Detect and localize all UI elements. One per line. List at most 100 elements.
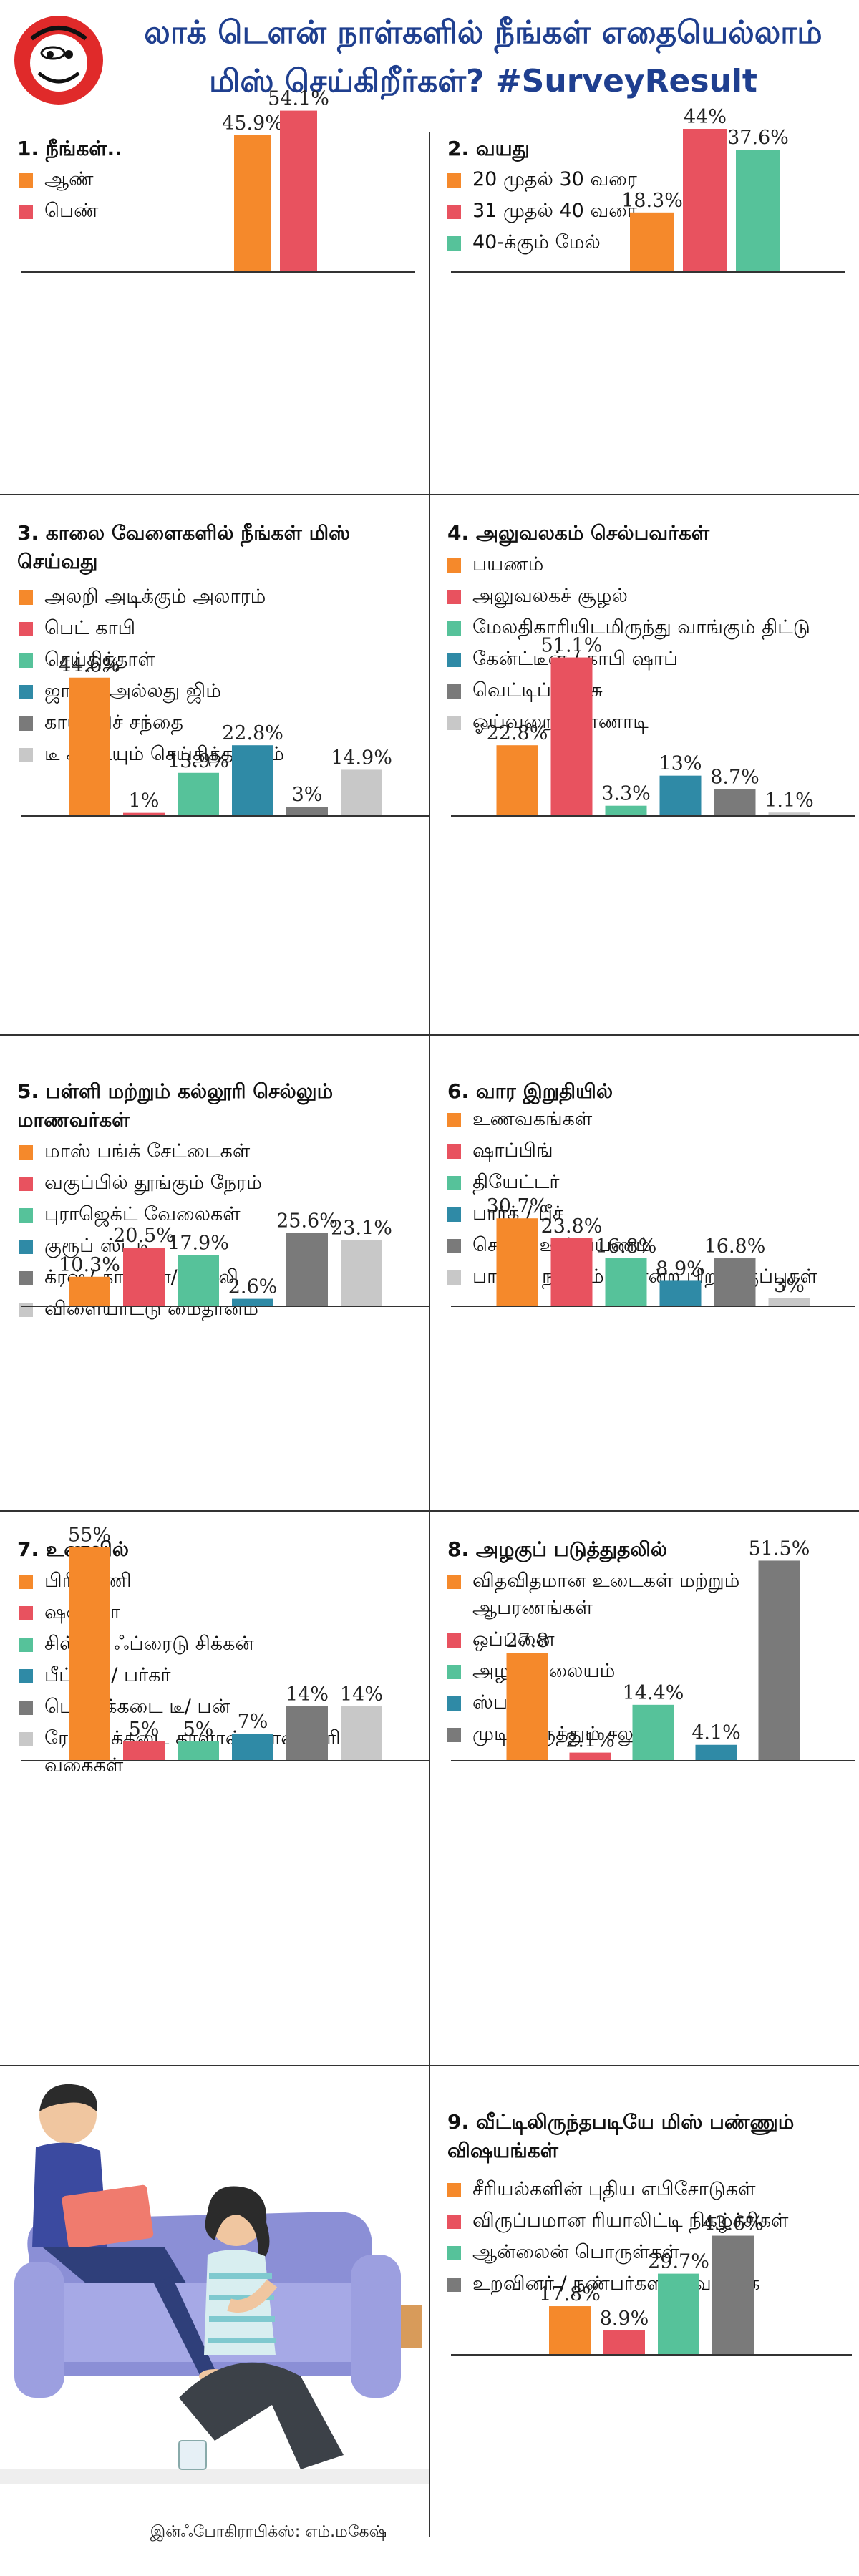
bar [550, 657, 593, 816]
legend-entry: பெட் காபி [16, 615, 416, 642]
data-label: 8.9% [656, 1258, 705, 1280]
legend-label: புராஜெக்ட் வேலைகள் [44, 1203, 241, 1225]
data-label: 8.7% [710, 766, 759, 788]
bar [768, 1298, 810, 1306]
chart-legend: விதவிதமான உடைகள் மற்றும் ஆபரணங்கள் ஒப்பனை… [444, 1568, 844, 1752]
legend-label: வகுப்பில் தூங்கும் நேரம் [44, 1172, 262, 1194]
data-label: 2.1% [566, 1730, 615, 1752]
legend-entry: பெண் [16, 198, 416, 225]
bar [178, 1255, 219, 1306]
legend-entry: முடித்திருத்தும் சலூன் [444, 1721, 844, 1748]
bar [569, 1752, 611, 1761]
legend-swatch [19, 1177, 33, 1191]
bar [341, 1240, 382, 1306]
legend-swatch [19, 1208, 33, 1223]
legend-swatch [19, 1606, 33, 1620]
legend-swatch [447, 1575, 461, 1589]
bar [603, 2330, 645, 2355]
legend-entry: செய்தித்தாள் [16, 646, 416, 674]
data-label: 44.6% [59, 655, 120, 677]
bar-chart: 27.8 2.1% 14.4% 4.1% 51.5% [451, 1537, 855, 1761]
legend-swatch [447, 2215, 461, 2229]
data-label: 5% [183, 1719, 214, 1741]
data-label: 43.6% [702, 2213, 764, 2235]
legend-swatch [447, 590, 461, 604]
bar [232, 1298, 273, 1306]
data-label: 3% [774, 1275, 805, 1297]
chart-legend: சீரியல்களின் புதிய எபிசோடுகள் விருப்பமான … [444, 2176, 844, 2302]
legend-label: முடித்திருத்தும் சலூன் [472, 1723, 660, 1745]
bar [758, 1560, 800, 1761]
vikatan-logo-icon [14, 16, 103, 105]
bar [658, 2273, 699, 2355]
legend-swatch [19, 1145, 33, 1160]
legend-swatch [19, 1701, 33, 1715]
legend-entry: மாஸ் பங்க் சேட்டைகள் [16, 1138, 416, 1165]
data-label: 23.8% [541, 1215, 603, 1238]
data-label: 23.1% [331, 1217, 392, 1240]
bar [768, 812, 810, 816]
data-label: 8.9% [600, 2308, 649, 2330]
bar [69, 677, 110, 816]
chart-title: 1. நீங்கள்.. [17, 137, 122, 160]
legend-label: உறவினர் / நண்பர்களின் வருகை [472, 2273, 760, 2295]
bar [232, 1734, 273, 1761]
bar [605, 805, 647, 816]
legend-swatch [447, 1239, 461, 1253]
legend-swatch [19, 1240, 33, 1254]
data-label: 10.3% [59, 1254, 120, 1276]
data-label: 51.5% [749, 1537, 810, 1560]
data-label: 14% [286, 1683, 329, 1706]
bar-chart: 44.6% 1% 13.9% 22.8% 3% 14.9% [21, 655, 430, 817]
data-label: 37.6% [727, 127, 789, 149]
chart-title: 6. வார இறுதியில் [447, 1079, 613, 1103]
data-label: 16.8% [704, 1235, 766, 1258]
legend-swatch [19, 748, 33, 762]
chart-legend: பயணம் அலுவலகச் சூழல் மேலதிகாரியிடமிருந்து … [444, 551, 844, 740]
legend-entry: 31 முதல் 40 வரை [444, 198, 844, 225]
data-label: 27.8 [505, 1630, 548, 1652]
legend-entry: அலுவலகச் சூழல் [444, 583, 844, 610]
bar [659, 775, 702, 816]
legend-label: பெண் [44, 200, 99, 222]
data-label: 14% [340, 1683, 383, 1706]
bar [69, 1547, 110, 1761]
legend-swatch [19, 173, 33, 188]
legend-entry: ஷாப்பிங் [444, 1137, 844, 1165]
data-label: 5% [129, 1719, 160, 1741]
legend-entry: விதவிதமான உடைகள் மற்றும் ஆபரணங்கள் [444, 1568, 844, 1622]
bar [123, 1741, 165, 1761]
grid-divider [0, 494, 859, 495]
legend-swatch [447, 621, 461, 636]
data-label: 3.3% [601, 783, 651, 805]
bar [736, 150, 780, 272]
bar [506, 1653, 548, 1761]
chart-title: 9. வீட்டிலிருந்தபடியே மிஸ் பண்ணும் விஷயங… [447, 2110, 795, 2162]
chart-title: 4. அலுவலகம் செல்பவர்கள் [447, 521, 710, 545]
data-label: 14.9% [331, 747, 392, 769]
legend-entry: தியேட்டர் [444, 1169, 844, 1196]
legend-label: உணவகங்கள் [472, 1108, 593, 1130]
bar [496, 1218, 538, 1306]
data-label: 4.1% [691, 1722, 741, 1744]
bar-chart: 18.3% 44%37.6% [451, 106, 845, 273]
data-label: 25.6% [276, 1210, 338, 1233]
grid-divider [0, 1034, 859, 1036]
legend-label: சீரியல்களின் புதிய எபிசோடுகள் [472, 2178, 756, 2200]
bar [683, 129, 727, 272]
bar [341, 1706, 382, 1761]
legend-swatch [447, 1176, 461, 1190]
bar [178, 772, 219, 816]
grid-divider [429, 132, 430, 2065]
page-title-line-2: மிஸ் செய்கிறீர்கள்? #SurveyResult [209, 63, 757, 99]
bar [234, 135, 271, 272]
legend-swatch [447, 2246, 461, 2260]
bar [286, 1706, 328, 1761]
legend-swatch [19, 1669, 33, 1683]
legend-label: செய்தித்தாள் [44, 648, 155, 671]
legend-swatch [447, 1665, 461, 1679]
legend-entry: விருப்பமான ரியாலிட்டி நிகழ்ச்சிகள் [444, 2207, 844, 2235]
data-label: 51.1% [541, 635, 603, 657]
legend-entry: உணவகங்கள் [444, 1106, 844, 1133]
legend-entry: மேலதிகாரியிடமிருந்து வாங்கும் திட்டு [444, 614, 844, 641]
